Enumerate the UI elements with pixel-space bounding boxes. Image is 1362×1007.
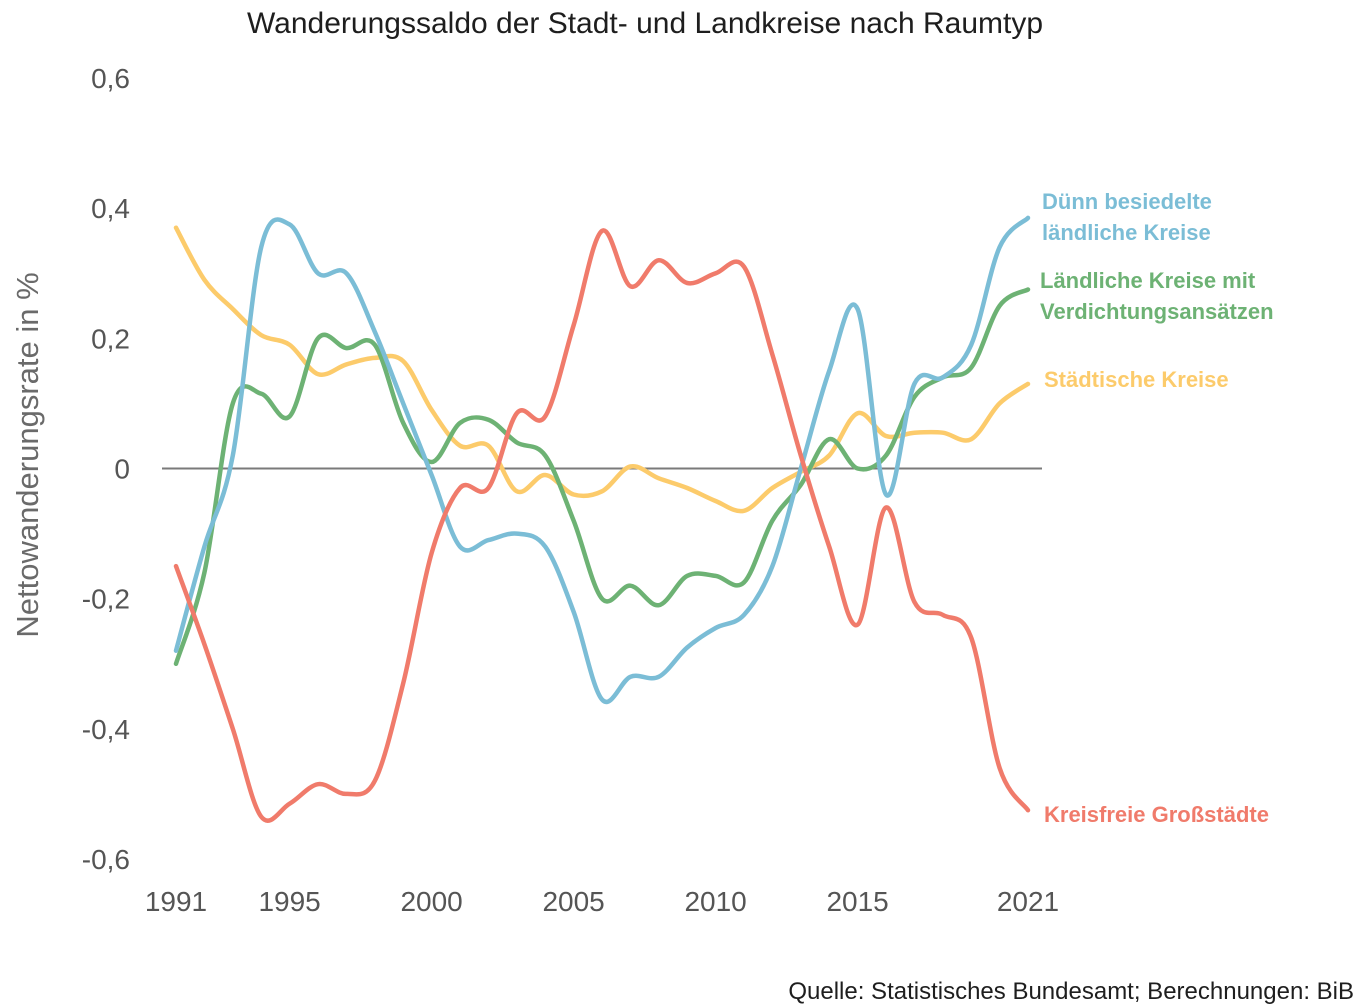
series-line-kreisfreie-grossstaedte: [173, 228, 1031, 823]
y-tick-label: 0,4: [91, 193, 130, 224]
legend-label-duenn-besiedelte-laendliche-kreise: ländliche Kreise: [1042, 220, 1211, 245]
series-line-laendliche-kreise-verdichtung: [173, 287, 1031, 667]
x-tick-label: 1991: [145, 886, 207, 917]
y-axis-label: Nettowanderungsrate in %: [10, 272, 45, 637]
legend-label-duenn-besiedelte-laendliche-kreise: Dünn besiedelte: [1042, 189, 1212, 214]
x-tick-label: 2000: [400, 886, 462, 917]
legend-label-laendliche-kreise-verdichtung: Ländliche Kreise mit: [1040, 268, 1256, 293]
x-tick-label: 2015: [826, 886, 888, 917]
y-tick-label: -0,6: [82, 844, 130, 875]
chart-title: Wanderungssaldo der Stadt- und Landkreis…: [247, 7, 1043, 40]
x-tick-label: 2010: [684, 886, 746, 917]
x-tick-label: 2021: [997, 886, 1059, 917]
source-note: Quelle: Statistisches Bundesamt; Berechn…: [788, 978, 1354, 1005]
legend-label-laendliche-kreise-verdichtung: Verdichtungsansätzen: [1040, 299, 1274, 324]
series-line-staedtische-kreise: [173, 225, 1031, 514]
y-tick-label: -0,4: [82, 714, 130, 745]
y-tick-label: 0: [114, 454, 130, 485]
y-tick-label: 0,2: [91, 323, 130, 354]
x-tick-label: 2005: [542, 886, 604, 917]
series-line-duenn-besiedelte-laendliche-kreise: [173, 215, 1031, 705]
x-tick-label: 1995: [258, 886, 320, 917]
y-tick-label: 0,6: [91, 63, 130, 94]
x-axis-ticks: 1991 1995 2000 2005 2010 2015 2021: [145, 886, 1059, 917]
y-axis-ticks: 0,6 0,4 0,2 0 -0,2 -0,4 -0,6: [82, 63, 130, 875]
y-tick-label: -0,2: [82, 584, 130, 615]
legend-label-kreisfreie-grossstaedte: Kreisfreie Großstädte: [1044, 802, 1269, 827]
legend: Dünn besiedelte ländliche Kreise Ländliche…: [1040, 189, 1274, 827]
series-lines: [173, 215, 1031, 823]
legend-label-staedtische-kreise: Städtische Kreise: [1044, 367, 1229, 392]
